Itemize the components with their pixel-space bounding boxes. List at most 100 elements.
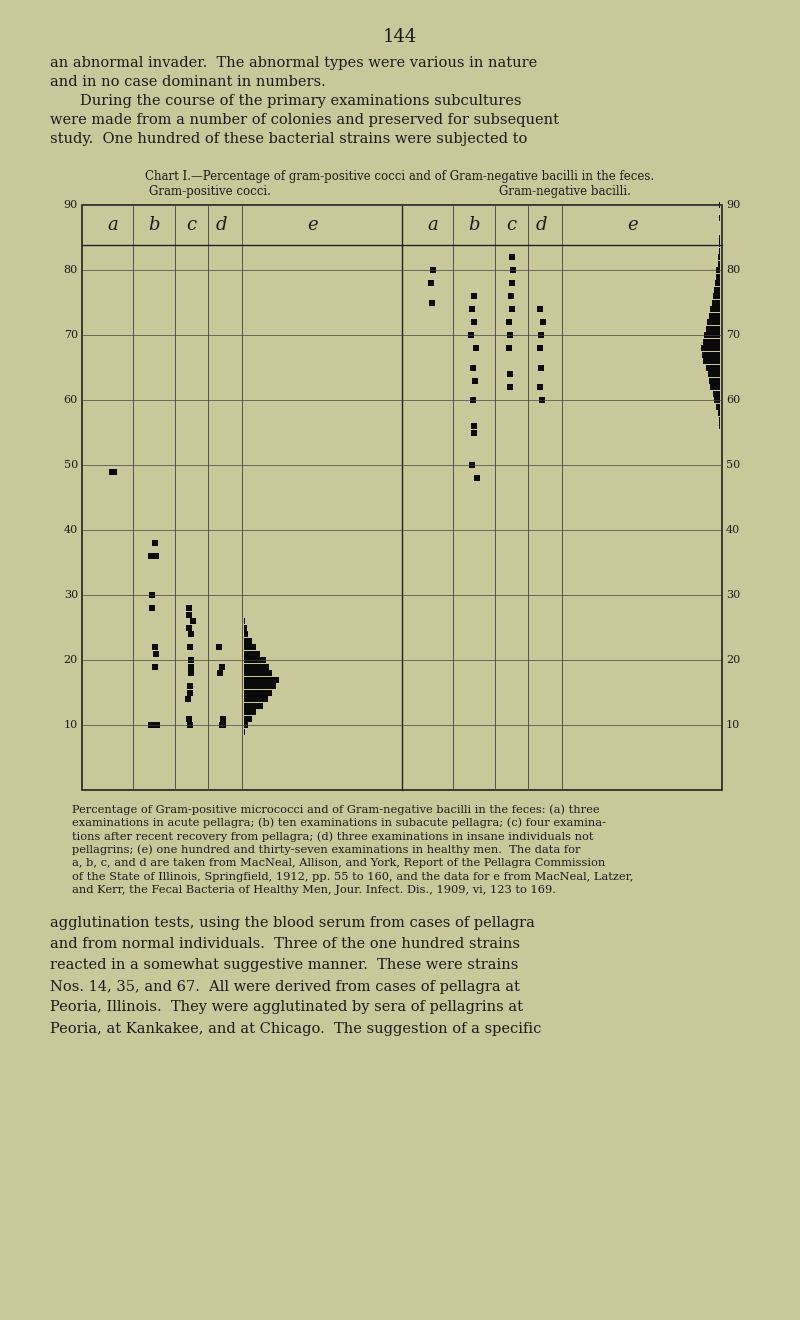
Bar	[243, 729, 245, 734]
Bar	[472, 378, 478, 384]
Text: 20: 20	[726, 655, 740, 665]
Text: 50: 50	[726, 459, 740, 470]
Bar	[186, 611, 192, 618]
Bar	[243, 644, 256, 649]
Bar	[509, 253, 515, 260]
Bar	[506, 345, 512, 351]
Bar	[712, 300, 720, 305]
Bar	[186, 644, 193, 649]
Bar	[718, 242, 720, 247]
Bar	[187, 682, 194, 689]
Bar	[718, 215, 720, 220]
Bar	[469, 306, 474, 312]
Text: 70: 70	[726, 330, 740, 341]
Bar	[152, 553, 158, 558]
Bar	[474, 475, 480, 480]
Bar	[703, 338, 720, 345]
Text: Nos. 14, 35, and 67.  All were derived from cases of pellagra at: Nos. 14, 35, and 67. All were derived fr…	[50, 979, 520, 994]
Text: Chart I.—Percentage of gram-positive cocci and of Gram-negative bacilli in the f: Chart I.—Percentage of gram-positive coc…	[146, 170, 654, 183]
Bar	[470, 397, 476, 403]
Bar	[715, 280, 720, 286]
Bar	[188, 664, 194, 669]
Text: b: b	[468, 216, 480, 234]
Bar	[718, 422, 720, 429]
Bar	[714, 397, 720, 403]
Text: an abnormal invader.  The abnormal types were various in nature: an abnormal invader. The abnormal types …	[50, 55, 538, 70]
Text: 90: 90	[726, 201, 740, 210]
Text: 30: 30	[726, 590, 740, 601]
Text: 80: 80	[64, 265, 78, 275]
Bar	[713, 391, 720, 396]
Bar	[243, 671, 272, 676]
Text: a, b, c, and d are taken from MacNeal, Allison, and York, Report of the Pellagra: a, b, c, and d are taken from MacNeal, A…	[72, 858, 606, 869]
Bar	[717, 404, 720, 409]
Bar	[220, 722, 226, 729]
Bar	[186, 624, 192, 631]
Text: and in no case dominant in numbers.: and in no case dominant in numbers.	[50, 75, 326, 88]
Bar	[471, 429, 478, 436]
Bar	[149, 605, 155, 611]
Bar	[186, 722, 193, 729]
Text: During the course of the primary examinations subcultures: During the course of the primary examina…	[80, 94, 522, 108]
Bar	[243, 631, 248, 638]
Bar	[217, 644, 222, 649]
Bar	[470, 364, 475, 371]
Text: Gram-negative bacilli.: Gram-negative bacilli.	[499, 185, 631, 198]
Bar	[718, 417, 720, 422]
Bar	[717, 267, 720, 273]
Text: examinations in acute pellagra; (b) ten examinations in subacute pellagra; (c) f: examinations in acute pellagra; (b) ten …	[72, 817, 606, 828]
Bar	[537, 384, 542, 389]
Bar	[150, 605, 155, 611]
Bar	[243, 676, 279, 682]
Text: 10: 10	[64, 719, 78, 730]
Bar	[508, 293, 514, 300]
Bar	[152, 664, 158, 669]
Bar	[474, 345, 479, 351]
Bar	[710, 384, 720, 389]
Text: pellagrins; (e) one hundred and thirty-seven examinations in healthy men.  The d: pellagrins; (e) one hundred and thirty-s…	[72, 845, 581, 855]
Bar	[702, 351, 720, 358]
Bar	[243, 624, 246, 631]
Bar	[243, 702, 262, 709]
Bar	[243, 618, 245, 624]
Bar	[708, 371, 720, 378]
Bar	[710, 313, 720, 318]
Bar	[243, 638, 251, 644]
Text: 60: 60	[64, 395, 78, 405]
Bar	[707, 319, 720, 325]
Text: 20: 20	[64, 655, 78, 665]
Bar	[471, 422, 477, 429]
Bar	[718, 248, 720, 253]
Bar	[148, 722, 154, 729]
Text: agglutination tests, using the blood serum from cases of pellagra: agglutination tests, using the blood ser…	[50, 916, 535, 931]
Bar	[153, 651, 159, 656]
Bar	[186, 715, 192, 722]
Bar	[710, 306, 720, 312]
Text: were made from a number of colonies and preserved for subsequent: were made from a number of colonies and …	[50, 114, 559, 127]
Bar	[151, 540, 158, 546]
Bar	[187, 689, 193, 696]
Text: study.  One hundred of these bacterial strains were subjected to: study. One hundred of these bacterial st…	[50, 132, 527, 147]
Bar	[718, 235, 720, 240]
Bar	[430, 267, 436, 273]
Bar	[220, 715, 226, 722]
Bar	[714, 286, 720, 293]
Bar	[704, 333, 720, 338]
Bar	[243, 722, 248, 729]
Bar	[710, 378, 720, 384]
Text: Peoria, Illinois.  They were agglutinated by sera of pellagrins at: Peoria, Illinois. They were agglutinated…	[50, 1001, 523, 1015]
Text: e: e	[627, 216, 638, 234]
Text: 90: 90	[64, 201, 78, 210]
Bar	[82, 205, 722, 789]
Bar	[718, 202, 720, 209]
Bar	[706, 326, 720, 331]
Text: 10: 10	[726, 719, 740, 730]
Bar	[510, 306, 515, 312]
Bar	[538, 345, 543, 351]
Text: 60: 60	[726, 395, 740, 405]
Text: Peoria, at Kankakee, and at Chicago.  The suggestion of a specific: Peoria, at Kankakee, and at Chicago. The…	[50, 1022, 542, 1035]
Text: 70: 70	[64, 330, 78, 341]
Text: tions after recent recovery from pellagra; (d) three examinations in insane indi: tions after recent recovery from pellagr…	[72, 832, 594, 842]
Bar	[186, 644, 193, 649]
Bar	[185, 696, 191, 702]
